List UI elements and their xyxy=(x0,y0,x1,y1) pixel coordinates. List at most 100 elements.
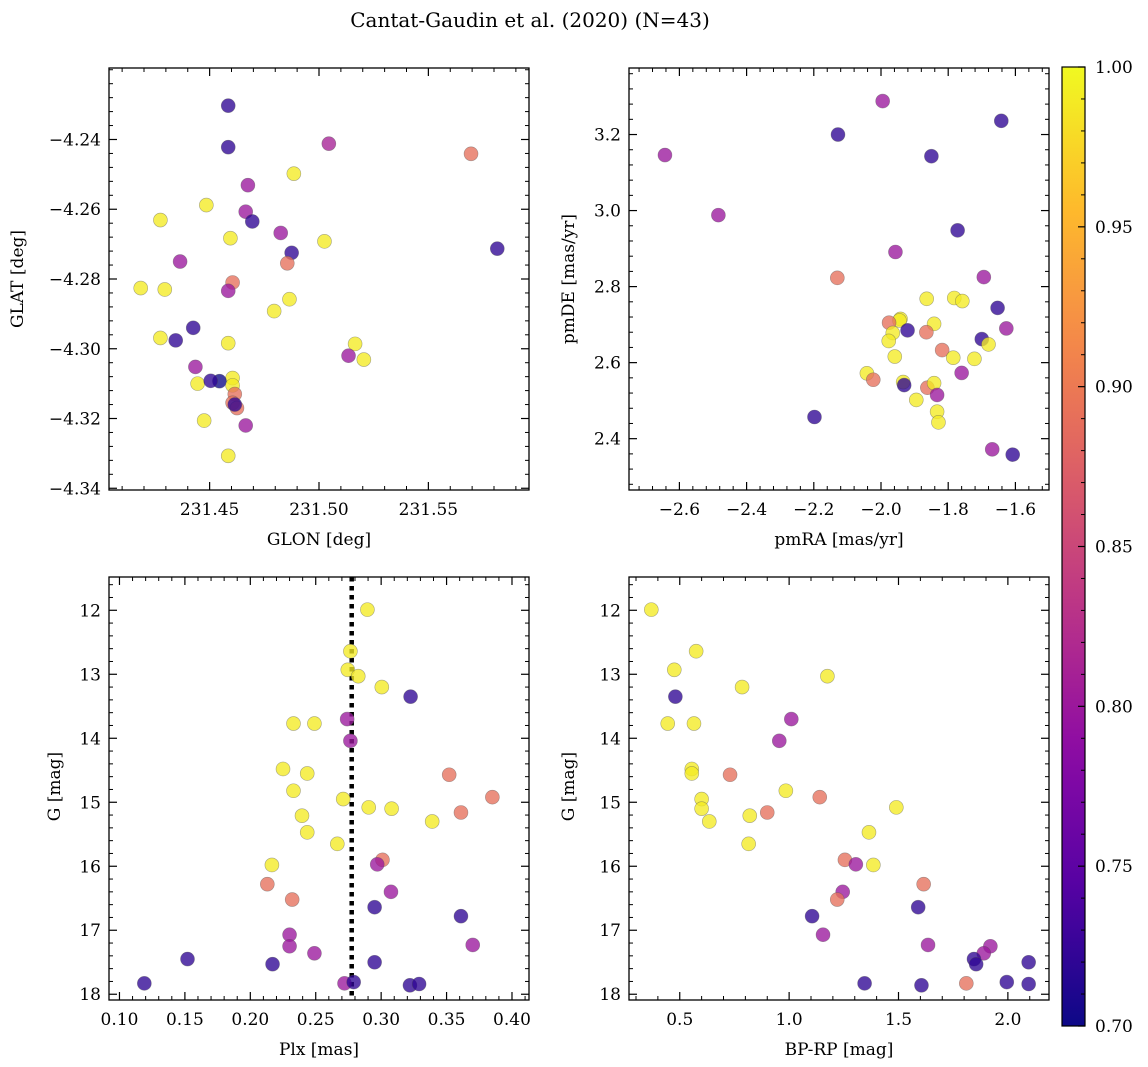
y-axis-label: GLAT [deg] xyxy=(8,230,28,328)
colorbar-tick-label: 0.70 xyxy=(1095,1017,1133,1037)
y-axis-label: G [mag] xyxy=(559,752,579,821)
data-point xyxy=(279,256,295,271)
x-tick-label: 0.20 xyxy=(231,1010,269,1030)
data-point xyxy=(684,766,700,781)
data-point xyxy=(190,376,205,391)
y-tick-label: −4.24 xyxy=(49,130,101,150)
data-point xyxy=(920,937,936,953)
data-point xyxy=(701,814,717,829)
data-point xyxy=(896,377,912,393)
data-point xyxy=(330,836,345,852)
data-point xyxy=(260,876,275,892)
data-point xyxy=(666,662,682,678)
y-tick-label: −4.34 xyxy=(49,479,101,499)
data-point xyxy=(384,801,399,816)
plot-frame xyxy=(628,576,1050,1001)
data-point xyxy=(914,977,929,993)
data-point xyxy=(815,927,831,943)
x-tick-label: 231.50 xyxy=(289,500,348,520)
data-point xyxy=(686,716,702,731)
data-point xyxy=(180,951,195,967)
y-tick-label: 18 xyxy=(79,985,101,1005)
data-point xyxy=(294,808,310,823)
data-point xyxy=(244,214,260,229)
x-tick-label: −1.6 xyxy=(995,500,1036,520)
data-point xyxy=(919,291,934,307)
x-tick-label: 0.10 xyxy=(101,1010,139,1030)
data-point xyxy=(485,789,500,805)
data-point xyxy=(360,602,375,617)
data-point xyxy=(771,733,787,749)
data-point xyxy=(227,397,243,412)
y-tick-label: 18 xyxy=(599,985,621,1005)
data-point xyxy=(999,321,1014,336)
data-point xyxy=(807,409,822,425)
data-point xyxy=(908,392,924,408)
data-point xyxy=(954,365,969,381)
data-point xyxy=(900,323,915,338)
data-point xyxy=(199,197,214,213)
data-point xyxy=(759,805,775,820)
data-point xyxy=(341,348,356,364)
data-point xyxy=(875,93,890,109)
data-point xyxy=(722,767,738,783)
data-point xyxy=(465,937,481,953)
y-tick-label: 14 xyxy=(599,729,621,749)
data-point xyxy=(463,146,479,162)
data-point xyxy=(299,766,315,781)
data-point xyxy=(945,350,961,365)
x-tick-label: 231.55 xyxy=(399,500,458,520)
data-point xyxy=(266,303,282,319)
data-point xyxy=(1021,954,1036,970)
colorbar-tick-label: 0.85 xyxy=(1095,538,1133,558)
data-point xyxy=(133,280,149,296)
data-point xyxy=(275,761,291,777)
data-point xyxy=(369,857,385,872)
data-point xyxy=(1005,447,1021,462)
data-point xyxy=(711,207,726,223)
data-point xyxy=(668,689,683,704)
data-point xyxy=(644,602,659,617)
colorbar-tick-label: 0.90 xyxy=(1095,378,1133,398)
x-tick-label: 2.0 xyxy=(994,1010,1021,1030)
data-point xyxy=(812,789,828,805)
data-point xyxy=(688,643,704,659)
x-tick-label: −1.8 xyxy=(928,500,969,520)
x-tick-label: 231.45 xyxy=(180,500,239,520)
y-tick-label: 13 xyxy=(79,665,101,685)
data-point xyxy=(403,689,418,704)
data-point xyxy=(223,230,238,246)
data-point xyxy=(916,876,931,892)
data-point xyxy=(910,899,926,915)
y-tick-label: 16 xyxy=(599,857,621,877)
x-tick-label: −2.0 xyxy=(860,500,901,520)
x-tick-label: 0.15 xyxy=(166,1010,204,1030)
data-point xyxy=(489,241,505,256)
data-point xyxy=(168,333,184,348)
data-point xyxy=(343,643,358,659)
data-point xyxy=(865,372,881,388)
data-point xyxy=(286,716,301,731)
data-point xyxy=(453,805,469,820)
data-point xyxy=(453,908,469,924)
x-tick-label: 1.5 xyxy=(885,1010,912,1030)
y-tick-label: 16 xyxy=(79,857,101,877)
data-point xyxy=(993,113,1009,129)
y-axis-label: pmDE [mas/yr] xyxy=(559,214,579,344)
data-point xyxy=(441,767,457,783)
data-point xyxy=(374,679,390,695)
colorbar-tick-label: 1.00 xyxy=(1095,58,1133,78)
colorbar-tick-label: 0.95 xyxy=(1095,218,1133,238)
data-point xyxy=(1021,976,1036,992)
data-point xyxy=(830,270,845,286)
colorbar-tick-label: 0.75 xyxy=(1095,857,1133,877)
y-tick-label: 13 xyxy=(599,665,621,685)
data-point xyxy=(741,836,756,852)
data-point xyxy=(350,668,366,684)
x-tick-label: −2.4 xyxy=(726,500,767,520)
y-tick-label: 17 xyxy=(599,921,621,941)
panel-pmra-pmde: pmRA [mas/yr] pmDE [mas/yr] −2.6 −2.4 −2.2… xyxy=(559,67,1050,550)
data-point xyxy=(220,335,236,351)
data-point xyxy=(959,976,974,991)
